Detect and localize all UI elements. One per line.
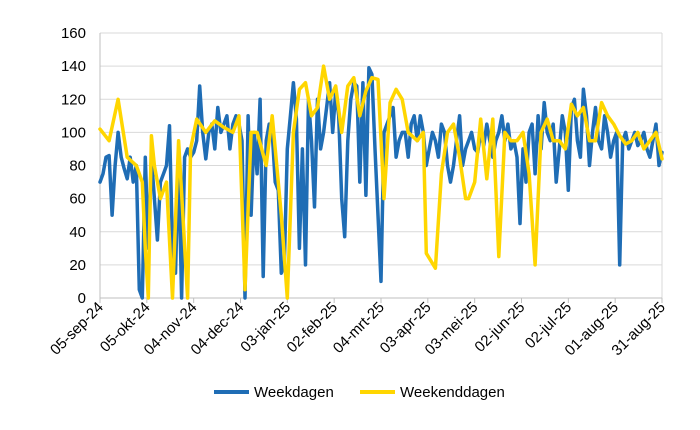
y-tick-label: 20 <box>69 257 86 274</box>
y-tick-label: 60 <box>69 191 86 208</box>
y-tick-label: 80 <box>69 158 86 175</box>
series-lines <box>98 64 664 300</box>
y-tick-label: 120 <box>61 91 86 108</box>
y-tick-label: 0 <box>78 290 86 307</box>
series-line-weekenddagen <box>98 64 664 300</box>
series-line-weekdagen <box>98 66 664 300</box>
y-tick-label: 100 <box>61 124 86 141</box>
y-tick-label: 40 <box>69 224 86 241</box>
x-tick-labels: 05-sep-2405-okt-2404-nov-2404-dec-2403-j… <box>47 299 669 359</box>
x-tick-label: 05-sep-24 <box>47 299 107 359</box>
y-tick-label: 140 <box>61 58 86 75</box>
x-tick-label: 02-jun-25 <box>471 299 528 356</box>
y-tick-labels: 0 20 40 60 80 100 120 140 160 <box>61 25 86 307</box>
legend-label-weekenddagen: Weekenddagen <box>400 384 505 401</box>
y-tick-label: 160 <box>61 25 86 42</box>
axes <box>99 33 663 303</box>
legend: Weekdagen Weekenddagen <box>214 384 505 401</box>
legend-label-weekdagen: Weekdagen <box>254 384 334 401</box>
